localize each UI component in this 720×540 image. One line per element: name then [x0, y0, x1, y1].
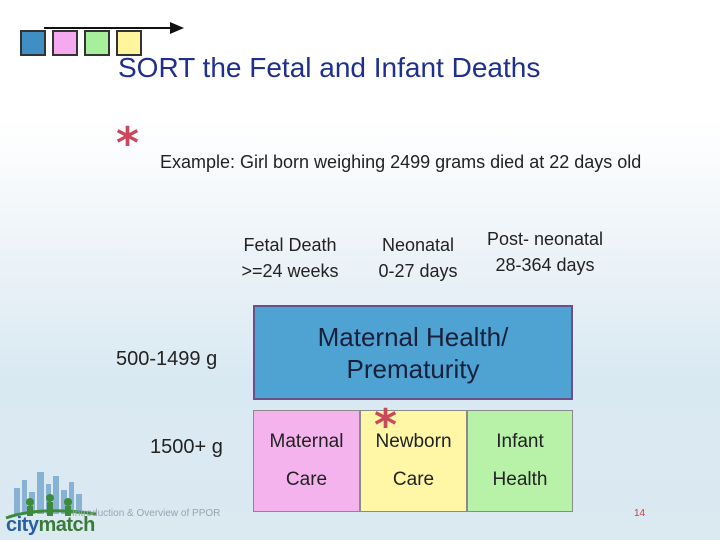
column-header-postneonatal-line2: 28-364 days [495, 255, 595, 275]
star-icon: * [116, 118, 140, 169]
newborn-care-box: Newborn Care [360, 410, 467, 512]
column-header-neonatal: Neonatal 0-27 days [368, 232, 468, 284]
nav-square-pink[interactable] [52, 30, 78, 56]
logo-text-city: city [6, 514, 39, 536]
newborn-care-line1: Newborn [375, 431, 452, 452]
progress-arrow-line [44, 27, 174, 29]
row-label-1500-plus: 1500+ g [150, 436, 223, 458]
citymatch-logo-text: citymatch [6, 514, 95, 537]
progress-arrow-head [170, 22, 184, 34]
newborn-care-line2: Care [392, 469, 435, 490]
nav-square-yellow[interactable] [116, 30, 142, 56]
infant-health-box: Infant Health [467, 410, 573, 512]
column-header-neonatal-line1: Neonatal [381, 235, 455, 255]
citymatch-logo-icon [5, 472, 97, 520]
column-header-neonatal-line2: 0-27 days [378, 261, 458, 281]
column-header-postneonatal: Post- neonatal 28-364 days [470, 226, 620, 278]
column-header-fetal-line2: >=24 weeks [241, 261, 339, 281]
slide-title: SORT the Fetal and Infant Deaths [118, 52, 541, 83]
nav-square-blue[interactable] [20, 30, 46, 56]
nav-square-green[interactable] [84, 30, 110, 56]
logo-text-match: match [38, 514, 95, 536]
column-header-postneonatal-line1: Post- neonatal [486, 229, 604, 249]
column-header-fetal-line1: Fetal Death [243, 235, 337, 255]
maternal-health-prematurity-box: Maternal Health/ Prematurity [253, 305, 573, 400]
maternal-care-box: Maternal Care [253, 410, 360, 512]
infant-health-line2: Health [492, 469, 548, 490]
row-label-500-1499: 500-1499 g [116, 348, 218, 370]
maternal-health-line2: Prematurity [346, 353, 480, 384]
newborn-star-icon: * [374, 400, 398, 451]
maternal-health-line1: Maternal Health/ [317, 321, 509, 352]
footer-text: Introduction & Overview of PPOR [72, 508, 221, 519]
page-number: 14 [634, 508, 646, 519]
infant-health-line1: Infant [496, 431, 544, 452]
maternal-care-line1: Maternal [269, 431, 344, 452]
column-header-fetal: Fetal Death >=24 weeks [226, 232, 354, 284]
maternal-care-line2: Care [285, 469, 328, 490]
example-text: Example: Girl born weighing 2499 grams d… [160, 152, 642, 172]
